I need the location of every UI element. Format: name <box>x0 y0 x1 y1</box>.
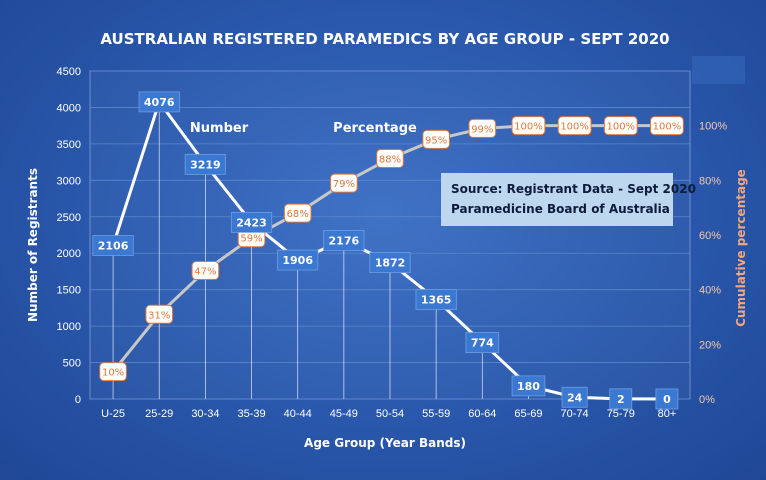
x-axis-label: Age Group (Year Bands) <box>304 436 466 450</box>
percent-data-label: 59% <box>240 234 262 245</box>
y2-tick-label: 40% <box>699 285 721 297</box>
number-data-label: 180 <box>517 380 540 393</box>
number-data-label: 1906 <box>282 254 313 267</box>
y2-tick-label: 60% <box>699 230 721 242</box>
x-tick-label: 65-69 <box>514 408 542 420</box>
percent-data-label: 95% <box>425 135 447 146</box>
number-data-label: 774 <box>471 337 494 350</box>
y-tick-label: 500 <box>63 358 81 370</box>
x-tick-label: U-25 <box>101 408 125 420</box>
percent-data-label: 100% <box>514 122 543 133</box>
y2-axis-label: Cumulative percentage <box>734 169 748 327</box>
number-point-box <box>609 388 633 410</box>
number-point-box <box>277 249 319 271</box>
percent-data-label: 31% <box>148 310 170 321</box>
y-tick-label: 1000 <box>57 321 81 333</box>
number-data-label: 2423 <box>236 216 267 229</box>
percent-data-label: 68% <box>287 209 309 220</box>
y-tick-label: 3500 <box>57 139 81 151</box>
x-tick-label: 50-54 <box>376 408 404 420</box>
percent-point-box <box>376 148 404 168</box>
x-tick-label: 30-34 <box>191 408 219 420</box>
number-data-label: 1872 <box>375 257 406 270</box>
percent-point-box <box>603 116 638 136</box>
percent-data-label: 10% <box>102 368 124 379</box>
number-data-label: 2 <box>617 393 625 406</box>
number-point-box <box>369 252 411 273</box>
percent-data-label: 99% <box>471 124 493 135</box>
number-point-box <box>230 211 273 233</box>
x-tick-label: 35-39 <box>237 408 265 420</box>
y-tick-label: 0 <box>75 394 81 406</box>
percent-data-label: 79% <box>333 179 355 190</box>
x-tick-label: 60-64 <box>468 408 496 420</box>
percent-point-box <box>330 173 358 193</box>
number-data-label: 2176 <box>329 234 360 247</box>
y-tick-label: 2500 <box>57 212 81 224</box>
chart-title: AUSTRALIAN REGISTERED PARAMEDICS BY AGE … <box>100 30 669 48</box>
y-tick-label: 3000 <box>57 175 81 187</box>
y-tick-label: 4000 <box>57 102 81 114</box>
percent-data-label: 100% <box>560 122 589 133</box>
series-label-percentage: Percentage <box>333 121 417 136</box>
legend-placeholder <box>692 56 745 84</box>
percent-point-box <box>191 261 220 281</box>
x-tick-label: 80+ <box>658 408 677 420</box>
number-data-label: 0 <box>663 393 671 406</box>
y2-tick-label: 100% <box>699 121 727 133</box>
source-line-1: Source: Registrant Data - Sept 2020 <box>451 182 696 196</box>
percent-point-box <box>99 362 127 382</box>
x-tick-label: 25-29 <box>145 408 173 420</box>
series-label-number: Number <box>190 121 249 136</box>
number-point-box <box>92 235 134 256</box>
y2-tick-label: 80% <box>699 175 721 187</box>
percent-point-box <box>468 118 497 138</box>
number-point-box <box>184 153 226 175</box>
percent-data-label: 47% <box>194 267 216 278</box>
x-tick-label: 75-79 <box>607 408 635 420</box>
number-point-box <box>511 375 546 397</box>
percent-point-box <box>283 203 312 223</box>
percent-point-box <box>145 304 174 324</box>
y-axis-label: Number of Registrants <box>26 168 40 322</box>
number-point-box <box>561 386 588 408</box>
percent-data-label: 100% <box>606 122 635 133</box>
percent-point-box <box>650 116 684 136</box>
x-tick-label: 40-44 <box>284 408 312 420</box>
percent-data-label: 100% <box>653 122 682 133</box>
percent-point-box <box>422 129 450 149</box>
source-line-2: Paramedicine Board of Australia <box>451 202 670 216</box>
number-point-box <box>415 289 457 310</box>
y2-tick-label: 20% <box>699 339 721 351</box>
percent-data-label: 88% <box>379 154 401 165</box>
percent-point-box <box>557 116 592 136</box>
y2-tick-label: 0% <box>699 394 715 406</box>
y-tick-label: 1500 <box>57 285 81 297</box>
number-point-box <box>323 229 365 251</box>
x-tick-label: 70-74 <box>561 408 589 420</box>
number-point-box <box>138 91 180 113</box>
x-tick-label: 55-59 <box>422 408 450 420</box>
number-data-label: 1365 <box>421 294 452 307</box>
y-tick-label: 4500 <box>57 66 81 78</box>
number-data-label: 24 <box>567 391 583 404</box>
y-tick-label: 2000 <box>57 248 81 260</box>
number-data-label: 3219 <box>190 158 221 171</box>
x-tick-label: 45-49 <box>330 408 358 420</box>
number-point-box <box>465 332 500 353</box>
number-data-label: 4076 <box>144 96 175 109</box>
percent-point-box <box>511 116 546 136</box>
number-point-box <box>655 388 679 410</box>
source-box <box>441 173 673 226</box>
number-data-label: 2106 <box>98 239 129 252</box>
